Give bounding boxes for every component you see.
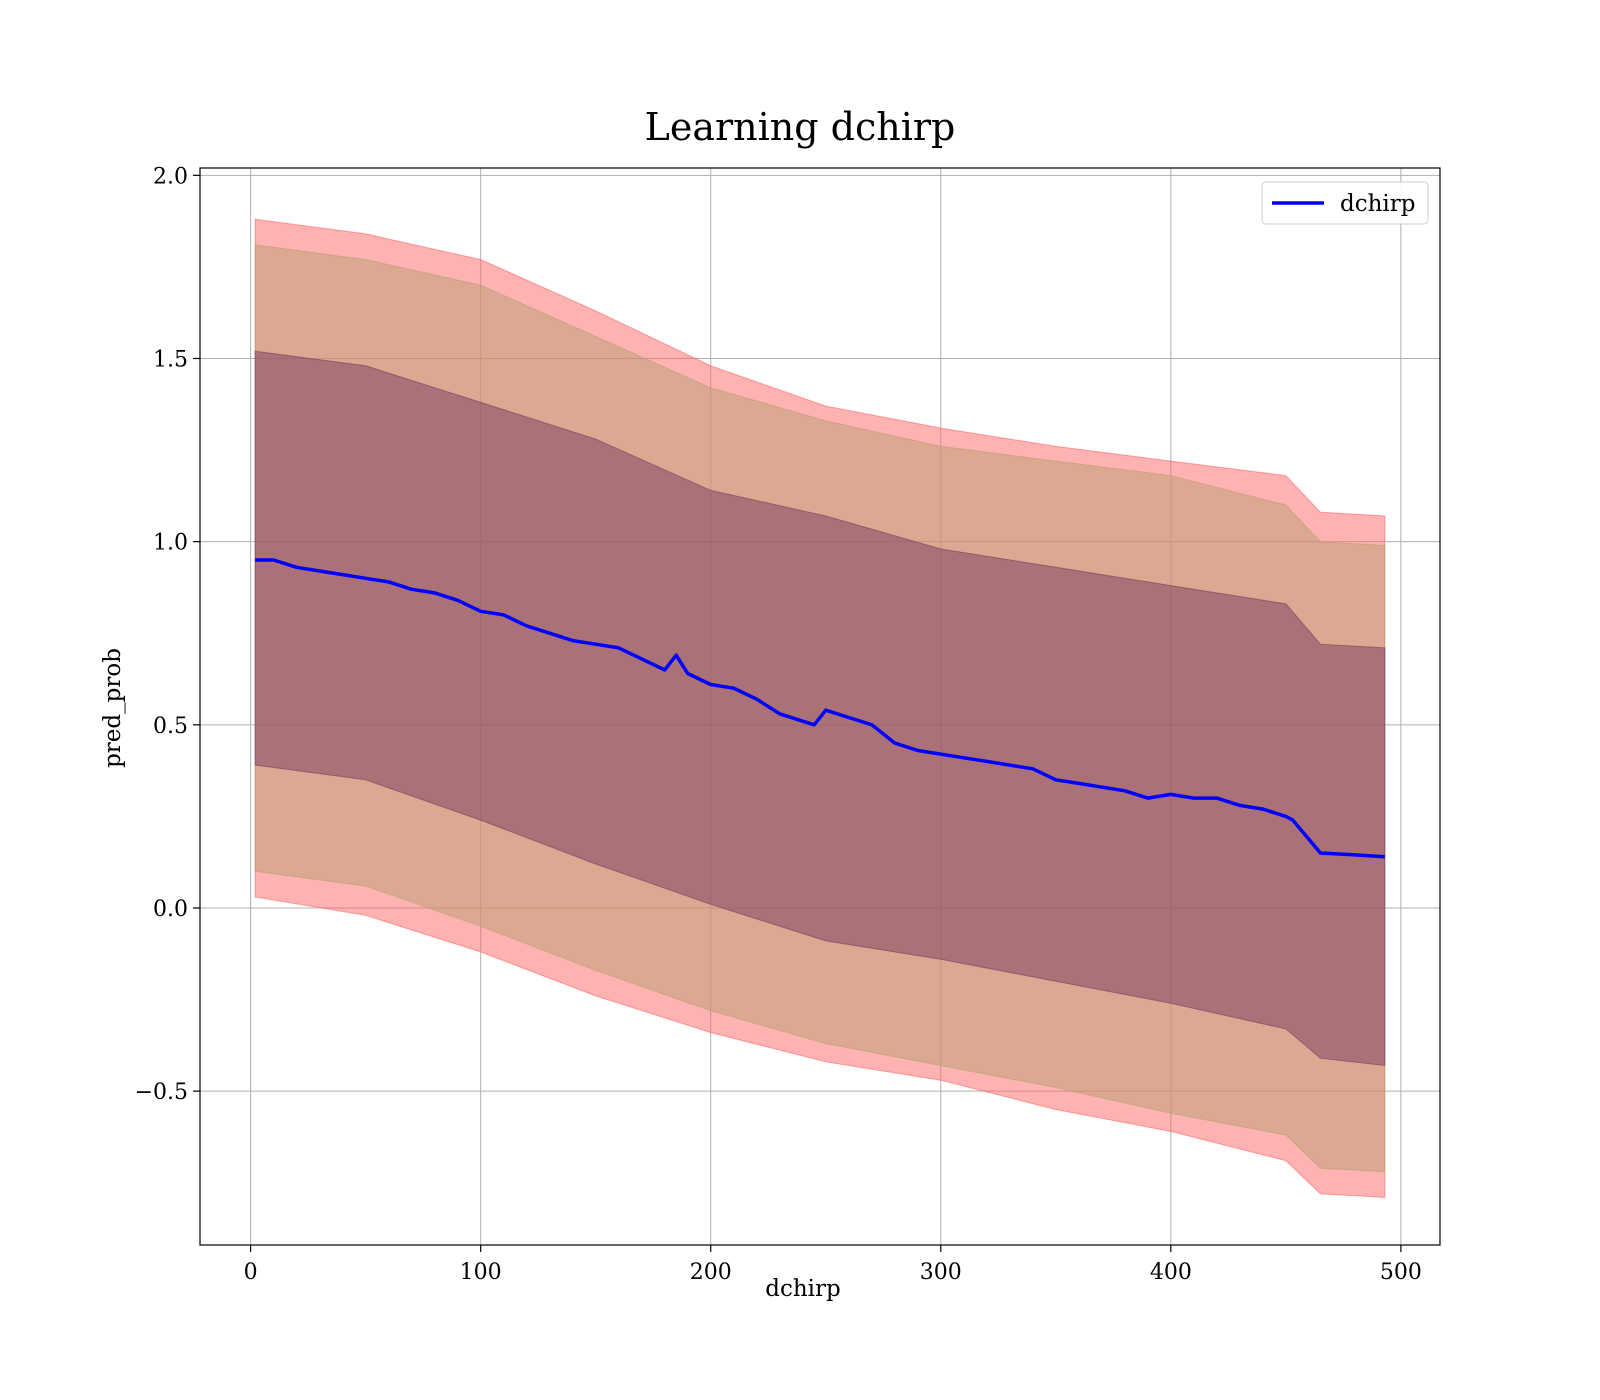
series-lines [255, 558, 1385, 859]
y-axis-label: pred_prob [100, 648, 126, 768]
y-tick-label: −0.5 [135, 1080, 188, 1105]
band-inner [254, 350, 1386, 1067]
plot-frame [199, 167, 1441, 1246]
y-tick-label: 2.0 [153, 164, 188, 189]
confidence-bands [254, 218, 1386, 1198]
series-line-dchirp [255, 558, 1385, 859]
x-ticks: 0 100 200 300 400 500 [244, 1245, 1422, 1285]
legend-label: dchirp [1340, 191, 1416, 217]
x-axis-label: dchirp [765, 1276, 841, 1302]
x-tick-label: 0 [244, 1260, 258, 1285]
legend: dchirp [1261, 181, 1429, 225]
x-tick-label: 500 [1380, 1260, 1422, 1285]
y-tick-label: 0.0 [153, 897, 188, 922]
y-tick-label: 0.5 [153, 714, 188, 739]
chart-title: Learning dchirp [645, 105, 956, 149]
x-tick-label: 100 [460, 1260, 502, 1285]
y-tick-label: 1.0 [153, 531, 188, 556]
x-tick-label: 400 [1150, 1260, 1192, 1285]
x-tick-label: 200 [690, 1260, 732, 1285]
y-tick-label: 1.5 [153, 347, 188, 372]
y-ticks: −0.5 0.0 0.5 1.0 1.5 2.0 [135, 164, 200, 1105]
legend-box [1261, 181, 1429, 225]
x-tick-label: 300 [920, 1260, 962, 1285]
